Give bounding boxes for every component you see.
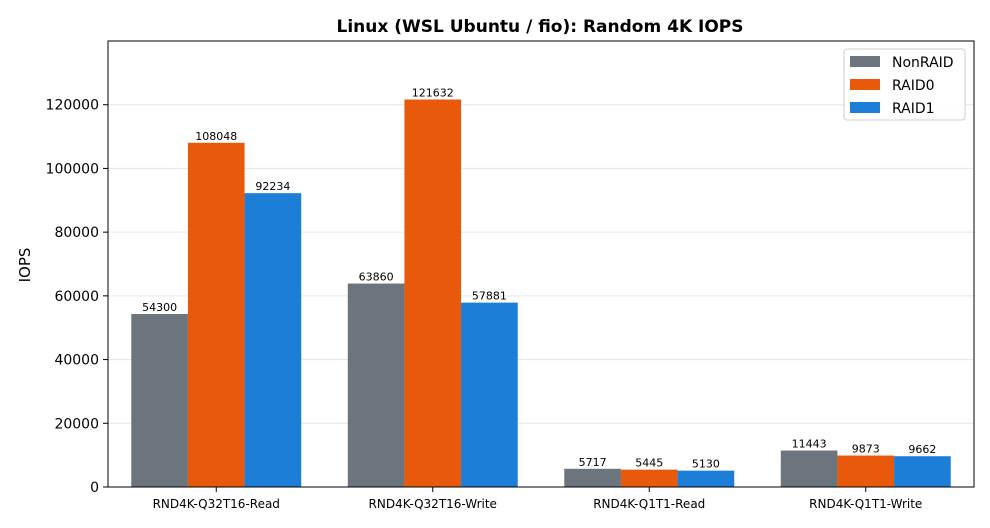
x-tick-label: RND4K-Q1T1-Write [809,497,922,511]
x-tick-label: RND4K-Q32T16-Read [153,497,280,511]
bar-raid0-3 [837,455,895,487]
bar-raid0-0 [187,142,245,487]
data-label: 92234 [255,180,290,193]
x-tick-label: RND4K-Q1T1-Read [593,497,705,511]
data-label: 108048 [195,130,237,143]
y-tick-label: 100000 [46,161,99,177]
data-label: 5445 [635,457,663,470]
bar-raid1-2 [677,470,735,487]
data-label: 57881 [472,290,507,303]
data-label: 11443 [792,438,827,451]
x-axis-ticks: RND4K-Q32T16-Read RND4K-Q32T16-Write RND4K… [153,487,922,511]
y-axis-ticks: 0 20000 40000 60000 80000 100000 120000 [46,98,108,496]
y-tick-label: 20000 [54,416,99,432]
bar-raid0-2 [620,469,678,487]
legend-swatch-nonraid [850,56,880,67]
x-tick-label: RND4K-Q32T16-Write [369,497,497,511]
data-label: 9873 [852,443,880,456]
y-axis-label: IOPS [16,248,34,283]
plot-frame [107,40,975,488]
y-tick-label: 60000 [54,289,99,305]
bars [131,99,951,487]
chart-title: Linux (WSL Ubuntu / fio): Random 4K IOPS [336,17,743,37]
bar-raid1-1 [461,302,518,487]
y-tick-label: 80000 [54,225,99,241]
legend-swatch-raid0 [850,79,880,90]
bar-nonraid-1 [347,283,405,487]
y-tick-label: 120000 [46,98,99,114]
data-label: 63860 [359,271,394,284]
legend-label-nonraid: NonRAID [892,55,954,71]
legend-label-raid0: RAID0 [892,78,935,94]
legend-swatch-raid1 [850,102,880,113]
y-tick-label: 40000 [54,353,99,369]
bar-nonraid-2 [564,468,621,487]
bar-nonraid-0 [131,314,188,487]
y-tick-label: 0 [90,480,99,496]
legend: NonRAID RAID0 RAID1 [843,48,966,121]
legend-label-raid1: RAID1 [892,101,935,117]
bar-raid0-1 [404,99,462,487]
bar-raid1-3 [894,456,951,487]
data-label: 9662 [908,443,936,456]
data-label: 5130 [692,458,720,471]
data-label: 5717 [579,456,607,469]
data-label: 121632 [412,87,454,100]
bar-raid1-0 [244,193,302,487]
bar-nonraid-3 [780,450,838,487]
data-label: 54300 [142,301,177,314]
data-labels: 54300 108048 92234 63860 121632 57881 5717 5445… [142,87,936,471]
